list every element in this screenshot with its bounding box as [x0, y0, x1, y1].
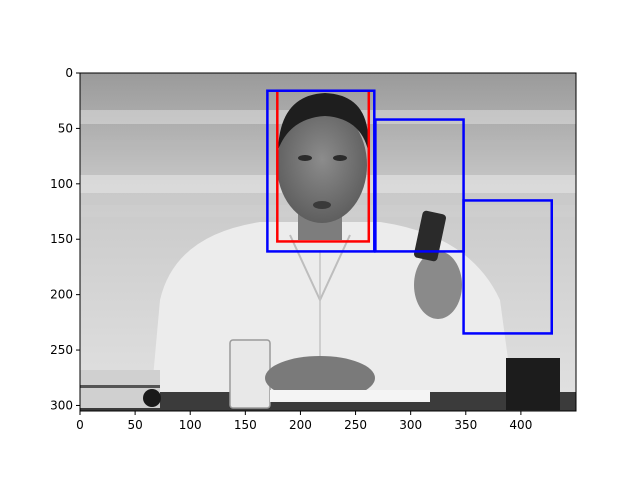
x-tick-label: 250 — [344, 418, 367, 432]
x-tick-label: 200 — [289, 418, 312, 432]
x-tick-label: 50 — [127, 418, 142, 432]
x-tick-label: 100 — [179, 418, 202, 432]
x-axis: 0 50 100 150 200 250 300 350 400 — [76, 411, 532, 432]
y-tick-label: 0 — [65, 66, 73, 80]
y-tick-label: 100 — [50, 177, 73, 191]
photo — [80, 73, 576, 411]
y-axis: 0 50 100 150 200 250 300 — [50, 66, 80, 412]
bounding-boxes — [266, 89, 554, 335]
x-tick-label: 150 — [234, 418, 257, 432]
y-tick-label: 200 — [50, 288, 73, 302]
bounding-box-4 — [462, 199, 554, 335]
y-tick-label: 250 — [50, 343, 73, 357]
x-tick-label: 300 — [399, 418, 422, 432]
y-tick-label: 300 — [50, 398, 73, 412]
x-tick-label: 0 — [76, 418, 84, 432]
y-tick-label: 150 — [50, 232, 73, 246]
bounding-box-3 — [374, 118, 465, 253]
x-tick-label: 400 — [509, 418, 532, 432]
y-tick-label: 50 — [58, 121, 73, 135]
plot-frame — [79, 72, 577, 412]
x-tick-label: 350 — [454, 418, 477, 432]
